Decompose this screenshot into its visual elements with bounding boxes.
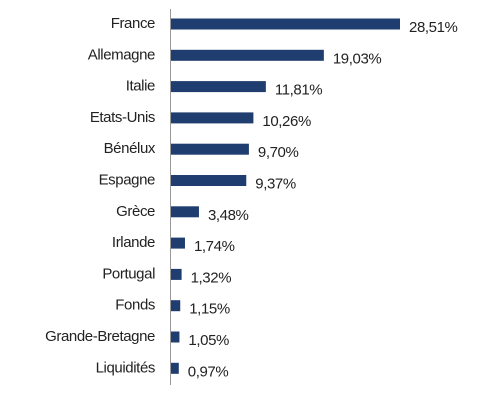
category-label: Italie <box>126 78 155 95</box>
category-label: Espagne <box>99 171 155 188</box>
value-label: 1,15% <box>189 301 230 318</box>
bar <box>171 18 400 30</box>
bar <box>171 206 199 218</box>
value-label: 28,51% <box>409 19 458 36</box>
category-label: Fonds <box>115 297 155 314</box>
category-label: France <box>111 15 155 32</box>
category-label: Grande-Bretagne <box>45 328 155 345</box>
value-label: 19,03% <box>333 50 382 67</box>
bar <box>171 49 324 61</box>
category-label: Portugal <box>102 265 155 282</box>
bar <box>171 112 254 124</box>
value-label: 9,37% <box>255 175 296 192</box>
bar <box>171 362 179 374</box>
value-label: 1,32% <box>191 269 232 286</box>
category-label: Etats-Unis <box>90 109 155 126</box>
bar <box>171 81 266 93</box>
category-label: Grèce <box>116 203 155 220</box>
value-label: 9,70% <box>258 144 299 161</box>
category-label: Liquidités <box>96 359 155 376</box>
bar <box>171 331 180 343</box>
category-label: Irlande <box>112 234 155 251</box>
category-label: Allemagne <box>88 46 155 63</box>
value-label: 1,74% <box>194 238 235 255</box>
bar <box>171 237 185 249</box>
bar <box>171 268 182 280</box>
value-label: 11,81% <box>275 82 322 99</box>
bar <box>171 175 247 186</box>
category-label: Bénélux <box>104 140 156 157</box>
value-label: 0,97% <box>188 363 229 380</box>
bar <box>171 143 249 155</box>
value-label: 1,05% <box>188 332 229 349</box>
value-label: 10,26% <box>262 113 311 130</box>
value-label: 3,48% <box>208 207 249 224</box>
bar <box>171 300 181 312</box>
